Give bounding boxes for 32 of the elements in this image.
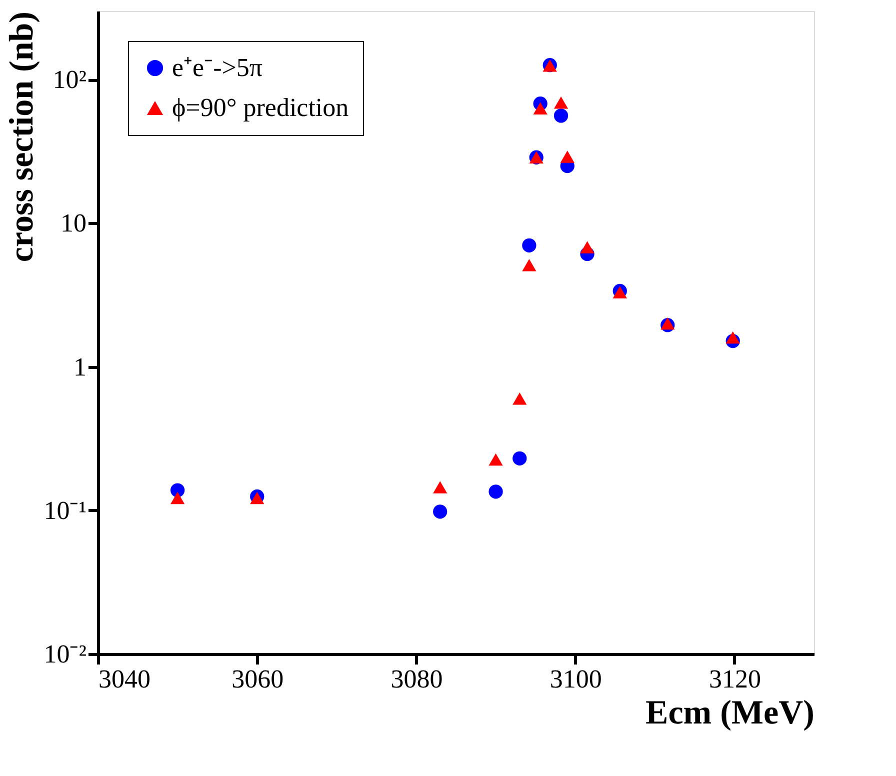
x-tick-label: 3120 — [708, 664, 761, 694]
legend-label: e⁺e⁻->5π — [172, 53, 263, 82]
point — [580, 241, 594, 254]
point — [433, 504, 448, 519]
y-tick-label: 10² — [52, 65, 87, 94]
x-axis-title: Ecm (MeV) — [646, 694, 814, 732]
point — [250, 492, 264, 504]
x-tick-label: 3040 — [98, 664, 150, 694]
legend-label: ϕ=90° prediction — [172, 93, 349, 122]
point — [512, 451, 527, 466]
y-tick-label: 1 — [74, 352, 86, 382]
point — [533, 102, 548, 114]
point — [488, 484, 503, 499]
point — [433, 481, 448, 494]
x-tick-label: 3080 — [390, 664, 443, 694]
point — [522, 259, 536, 272]
point — [560, 150, 574, 163]
x-tick-label: 3100 — [550, 664, 602, 694]
y-tick-label: 10 — [60, 208, 86, 238]
x-tick-label: 3060 — [232, 664, 284, 694]
point — [554, 108, 568, 123]
point — [554, 96, 568, 109]
point — [612, 286, 627, 298]
point — [726, 331, 740, 344]
y-tick-label: 10⁻¹ — [44, 496, 86, 525]
point — [512, 392, 527, 405]
point — [170, 492, 185, 504]
y-axis-title: cross section (nb) — [4, 12, 41, 262]
y-tick-label: 10⁻² — [44, 640, 87, 668]
point — [522, 238, 536, 252]
point — [660, 317, 675, 330]
point — [488, 453, 503, 466]
